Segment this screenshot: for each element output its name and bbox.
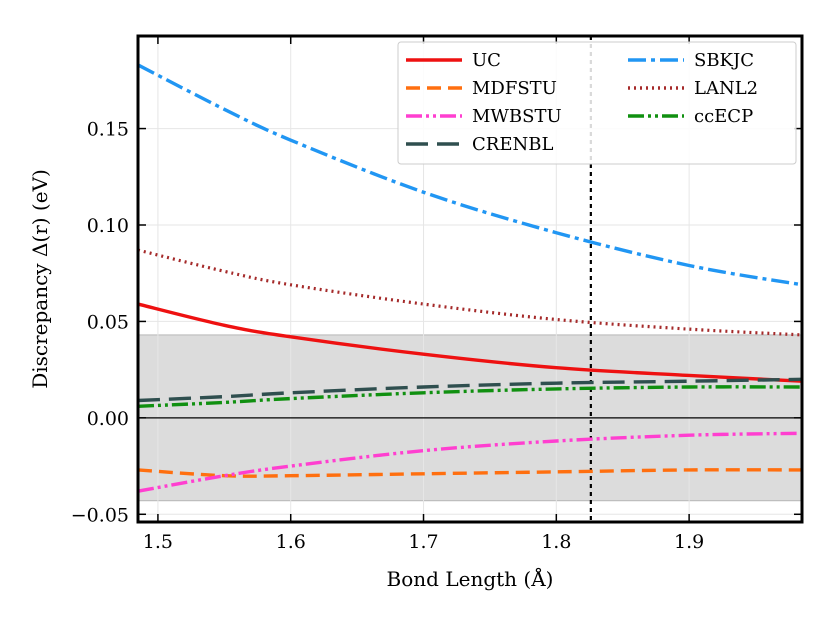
series-line-crenbl [138, 377, 802, 403]
series-line-lanl2 [138, 248, 802, 337]
legend-label-crenbl: CRENBL [472, 134, 553, 155]
series-line-uc [138, 302, 802, 383]
plot-frame [136, 34, 804, 524]
x-axis-label: Bond Length (Å) [387, 566, 554, 591]
legend-label-lanl2: LANL2 [694, 78, 758, 99]
series-layer [138, 63, 802, 493]
y-tick-label: −0.05 [71, 504, 129, 526]
legend-label-ccecp: ccECP [694, 106, 753, 127]
y-tick-label: 0.00 [87, 408, 129, 430]
legend-label-uc: UC [472, 50, 501, 71]
legend: UC MDFSTU MWBSTU CRENBL SBKJC LANL2 ccECP [397, 41, 797, 165]
x-tick-label: 1.8 [541, 531, 571, 553]
series-line-ccecp [138, 385, 802, 408]
series-line-sbkjc [138, 63, 802, 287]
x-tick-label: 1.7 [408, 531, 438, 553]
x-tick-label: 1.9 [674, 531, 704, 553]
ticks-layer: 1.5 1.6 1.7 1.8 1.9 −0.05 0.00 0.05 0.10 0.15 [71, 36, 802, 553]
series-line-mwbstu [138, 431, 802, 493]
y-tick-label: 0.05 [87, 311, 129, 333]
x-tick-label: 1.6 [276, 531, 306, 553]
series-line-mdfstu [138, 468, 802, 478]
y-tick-label: 0.15 [87, 119, 129, 141]
legend-label-mwbstu: MWBSTU [472, 106, 562, 127]
legend-box [397, 41, 797, 165]
legend-label-mdfstu: MDFSTU [472, 78, 557, 99]
y-tick-label: 0.10 [87, 215, 129, 237]
legend-label-sbkjc: SBKJC [694, 50, 754, 71]
y-axis-label: Discrepancy Δ(r) (eV) [28, 169, 52, 389]
x-tick-label: 1.5 [143, 531, 173, 553]
